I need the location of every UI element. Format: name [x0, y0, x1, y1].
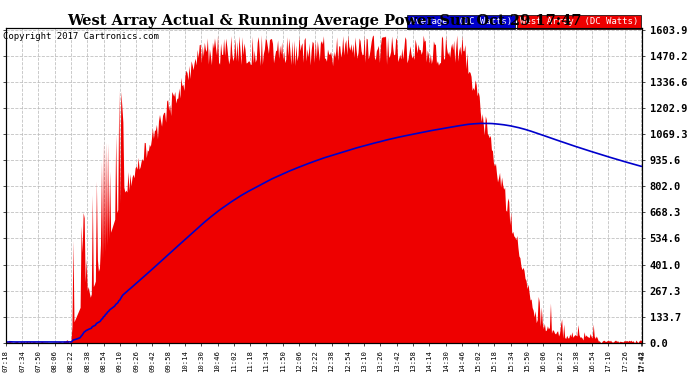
Text: West Array  (DC Watts): West Array (DC Watts) — [520, 18, 638, 27]
Title: West Array Actual & Running Average Power Sun Oct 29 17:47: West Array Actual & Running Average Powe… — [67, 14, 581, 28]
Text: Copyright 2017 Cartronics.com: Copyright 2017 Cartronics.com — [3, 32, 159, 41]
Text: Average  (DC Watts): Average (DC Watts) — [410, 18, 512, 27]
